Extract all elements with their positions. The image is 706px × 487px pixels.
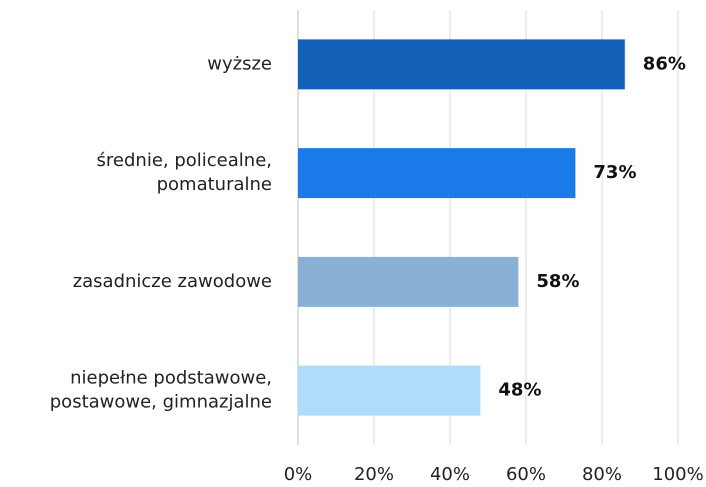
y-tick-label: niepełne podstawowe, (70, 368, 272, 389)
y-tick-label: pomaturalne (157, 174, 272, 195)
x-tick-label: 20% (354, 464, 394, 485)
y-tick-label: zasadnicze zawodowe (73, 271, 272, 292)
bar (298, 365, 481, 416)
x-tick-label: 100% (652, 464, 703, 485)
y-tick-label: postawowe, gimnazjalne (50, 392, 272, 413)
bar (298, 148, 576, 199)
bar (298, 39, 625, 90)
x-tick-label: 40% (430, 464, 470, 485)
value-label: 86% (643, 53, 686, 74)
y-tick-label: wyższe (207, 53, 272, 74)
y-tick-label: średnie, policealne, (97, 150, 272, 171)
value-label: 48% (498, 380, 541, 401)
x-tick-label: 60% (506, 464, 546, 485)
value-label: 58% (536, 271, 579, 292)
bar (298, 256, 519, 307)
x-tick-label: 80% (582, 464, 622, 485)
value-label: 73% (593, 162, 636, 183)
x-tick-label: 0% (284, 464, 313, 485)
